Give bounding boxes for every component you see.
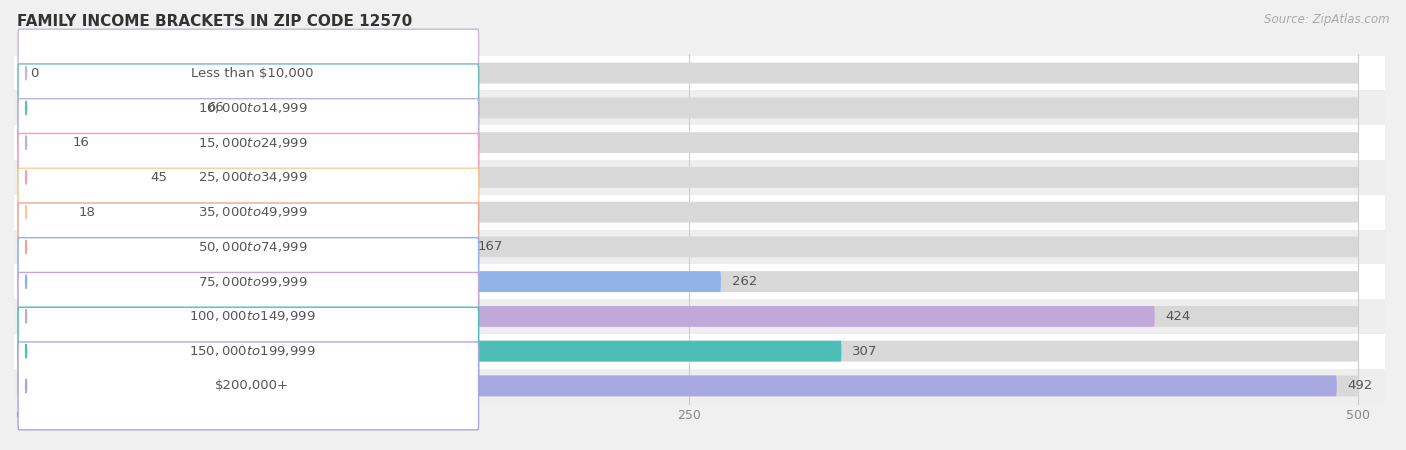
FancyBboxPatch shape xyxy=(18,64,478,152)
FancyBboxPatch shape xyxy=(18,168,478,256)
FancyBboxPatch shape xyxy=(20,271,1358,292)
Text: Less than $10,000: Less than $10,000 xyxy=(191,67,314,80)
FancyBboxPatch shape xyxy=(20,236,1358,257)
FancyBboxPatch shape xyxy=(20,202,1358,223)
FancyBboxPatch shape xyxy=(18,203,478,291)
Text: 492: 492 xyxy=(1347,379,1372,392)
Text: $100,000 to $149,999: $100,000 to $149,999 xyxy=(188,310,315,324)
FancyBboxPatch shape xyxy=(20,375,1358,396)
FancyBboxPatch shape xyxy=(20,306,1154,327)
FancyBboxPatch shape xyxy=(20,98,1358,118)
FancyBboxPatch shape xyxy=(14,125,1385,160)
FancyBboxPatch shape xyxy=(20,132,1358,153)
FancyBboxPatch shape xyxy=(18,272,478,360)
Text: 307: 307 xyxy=(852,345,877,358)
FancyBboxPatch shape xyxy=(14,334,1385,369)
Text: $15,000 to $24,999: $15,000 to $24,999 xyxy=(197,135,307,149)
FancyBboxPatch shape xyxy=(20,271,721,292)
Text: $10,000 to $14,999: $10,000 to $14,999 xyxy=(197,101,307,115)
FancyBboxPatch shape xyxy=(18,238,478,325)
Text: 18: 18 xyxy=(79,206,96,219)
Text: $25,000 to $34,999: $25,000 to $34,999 xyxy=(197,171,307,184)
FancyBboxPatch shape xyxy=(14,160,1385,195)
Text: 262: 262 xyxy=(731,275,756,288)
FancyBboxPatch shape xyxy=(20,202,67,223)
FancyBboxPatch shape xyxy=(14,230,1385,264)
Text: $150,000 to $199,999: $150,000 to $199,999 xyxy=(188,344,315,358)
FancyBboxPatch shape xyxy=(14,264,1385,299)
FancyBboxPatch shape xyxy=(18,342,478,430)
Text: $200,000+: $200,000+ xyxy=(215,379,290,392)
FancyBboxPatch shape xyxy=(18,29,478,117)
FancyBboxPatch shape xyxy=(14,195,1385,230)
Text: 45: 45 xyxy=(150,171,167,184)
FancyBboxPatch shape xyxy=(20,98,195,118)
FancyBboxPatch shape xyxy=(20,306,1358,327)
Text: $35,000 to $49,999: $35,000 to $49,999 xyxy=(197,205,307,219)
Text: 0: 0 xyxy=(30,67,38,80)
FancyBboxPatch shape xyxy=(18,307,478,395)
Text: Source: ZipAtlas.com: Source: ZipAtlas.com xyxy=(1264,14,1389,27)
FancyBboxPatch shape xyxy=(20,236,467,257)
FancyBboxPatch shape xyxy=(14,369,1385,403)
FancyBboxPatch shape xyxy=(20,167,1358,188)
Text: 424: 424 xyxy=(1166,310,1191,323)
FancyBboxPatch shape xyxy=(18,99,478,187)
FancyBboxPatch shape xyxy=(14,299,1385,334)
FancyBboxPatch shape xyxy=(20,341,1358,361)
FancyBboxPatch shape xyxy=(18,134,478,221)
Text: 16: 16 xyxy=(73,136,90,149)
FancyBboxPatch shape xyxy=(20,132,62,153)
FancyBboxPatch shape xyxy=(14,90,1385,125)
Text: 167: 167 xyxy=(477,240,502,253)
FancyBboxPatch shape xyxy=(14,56,1385,90)
FancyBboxPatch shape xyxy=(20,341,841,361)
Text: FAMILY INCOME BRACKETS IN ZIP CODE 12570: FAMILY INCOME BRACKETS IN ZIP CODE 12570 xyxy=(17,14,412,28)
FancyBboxPatch shape xyxy=(20,167,141,188)
FancyBboxPatch shape xyxy=(20,63,1358,84)
Text: $50,000 to $74,999: $50,000 to $74,999 xyxy=(197,240,307,254)
Text: 66: 66 xyxy=(207,101,224,114)
Text: $75,000 to $99,999: $75,000 to $99,999 xyxy=(197,274,307,288)
FancyBboxPatch shape xyxy=(20,375,1337,396)
